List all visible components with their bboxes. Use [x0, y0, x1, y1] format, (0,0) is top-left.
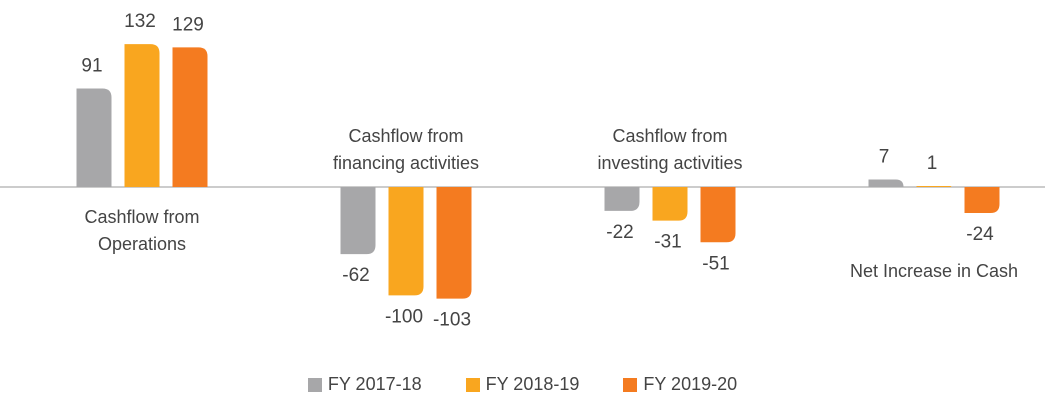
value-label: 129	[172, 14, 204, 35]
legend: FY 2017-18 FY 2018-19 FY 2019-20	[0, 374, 1045, 395]
value-label: -31	[654, 232, 681, 253]
category-label: Cashflow from investing activities	[597, 126, 743, 174]
value-label: -103	[433, 310, 471, 331]
value-label: -100	[385, 306, 423, 327]
bar	[436, 187, 472, 299]
bar	[124, 44, 160, 188]
legend-item: FY 2019-20	[623, 374, 737, 395]
value-label: -62	[342, 265, 369, 286]
legend-swatch	[465, 377, 480, 392]
legend-label: FY 2019-20	[643, 374, 738, 394]
bar	[604, 187, 640, 211]
bar	[388, 187, 424, 296]
bar	[76, 88, 112, 188]
legend-label: FY 2018-19	[485, 374, 580, 394]
legend-label: FY 2017-18	[327, 374, 422, 394]
bar	[964, 187, 1000, 214]
bar	[172, 47, 208, 188]
bar	[340, 187, 376, 255]
bar	[916, 185, 952, 188]
legend-swatch	[307, 377, 322, 392]
value-label: -51	[702, 253, 729, 274]
bar	[868, 179, 904, 188]
value-label: -22	[606, 222, 633, 243]
bar	[700, 187, 736, 243]
category-label: Cashflow from Operations	[84, 207, 200, 255]
value-label: 7	[879, 146, 890, 167]
category-label: Net Increase in Cash	[849, 261, 1019, 282]
bar	[652, 187, 688, 221]
legend-item: FY 2017-18	[307, 374, 422, 395]
legend-swatch	[623, 377, 638, 392]
value-label: 132	[124, 11, 156, 32]
category-label: Cashflow from financing activities	[332, 126, 480, 174]
value-label: 91	[81, 55, 102, 76]
legend-item: FY 2018-19	[465, 374, 580, 395]
value-label: 1	[927, 153, 938, 174]
value-label: -24	[966, 224, 994, 245]
